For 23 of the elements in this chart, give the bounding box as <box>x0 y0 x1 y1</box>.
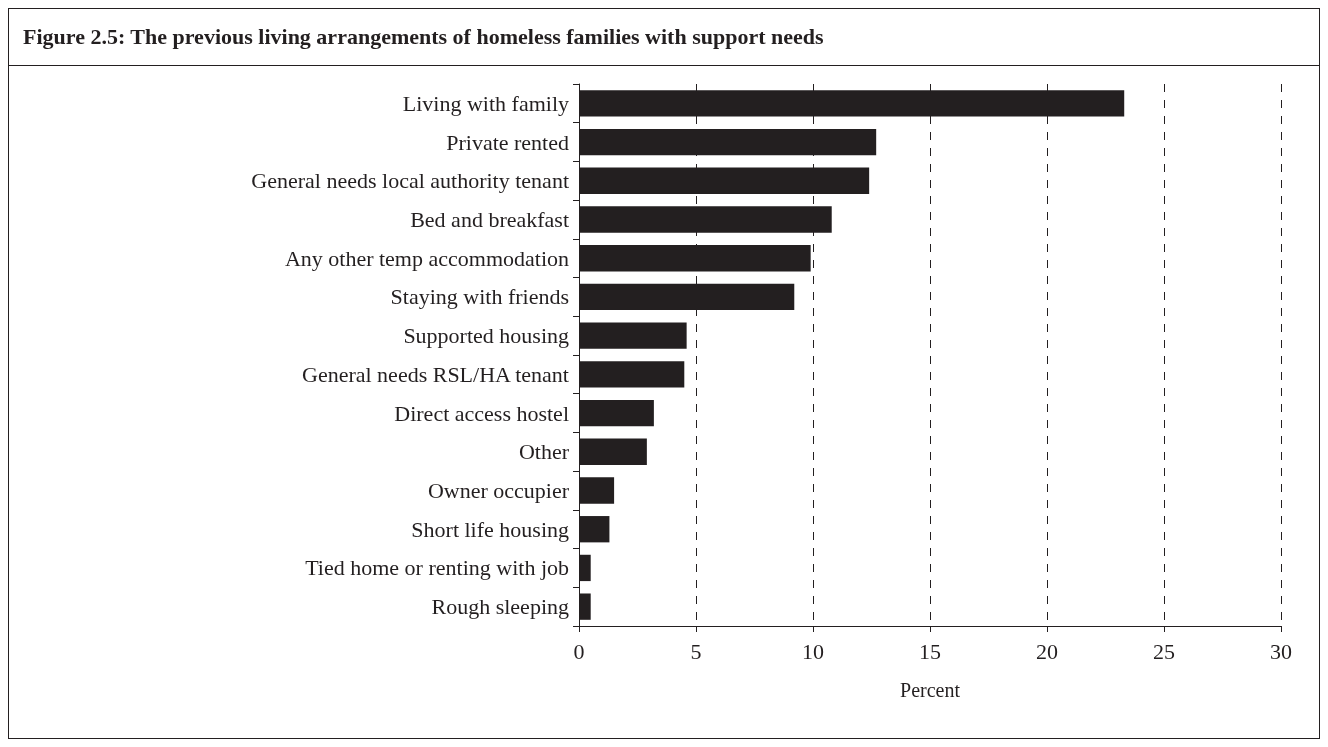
y-tick-label: Owner occupier <box>427 478 570 503</box>
y-tick-label: General needs local authority tenant <box>251 168 569 194</box>
y-tick-label: Private rented <box>446 129 569 155</box>
x-tick-label: 5 <box>690 638 702 664</box>
x-tick-label: 10 <box>802 638 824 664</box>
y-tick-label: Other <box>518 439 570 465</box>
y-tick-label: Tied home or renting with job <box>305 555 569 581</box>
x-axis-title: Percent <box>900 679 961 701</box>
x-tick-label: 30 <box>1270 638 1292 664</box>
y-tick-label: Any other temp accommodation <box>284 245 569 271</box>
x-tick-label: 20 <box>1036 638 1058 664</box>
y-tick-label: Supported housing <box>403 323 569 349</box>
chart-title: Figure 2.5: The previous living arrangements of homeless families with support needs <box>9 9 1319 66</box>
x-tick-label: 15 <box>919 638 941 664</box>
y-tick-label: Short life housing <box>411 516 569 542</box>
x-tick-label: 0 <box>573 638 585 664</box>
y-tick-label: Rough sleeping <box>431 594 569 620</box>
y-tick-label: Bed and breakfast <box>410 207 569 232</box>
x-tick-label: 25 <box>1153 638 1175 664</box>
y-tick-label: Living with family <box>402 90 569 116</box>
y-tick-label: General needs RSL/HA tenant <box>302 361 569 387</box>
y-tick-label: Direct access hostel <box>394 400 569 426</box>
y-tick-label: Staying with friends <box>390 284 569 310</box>
